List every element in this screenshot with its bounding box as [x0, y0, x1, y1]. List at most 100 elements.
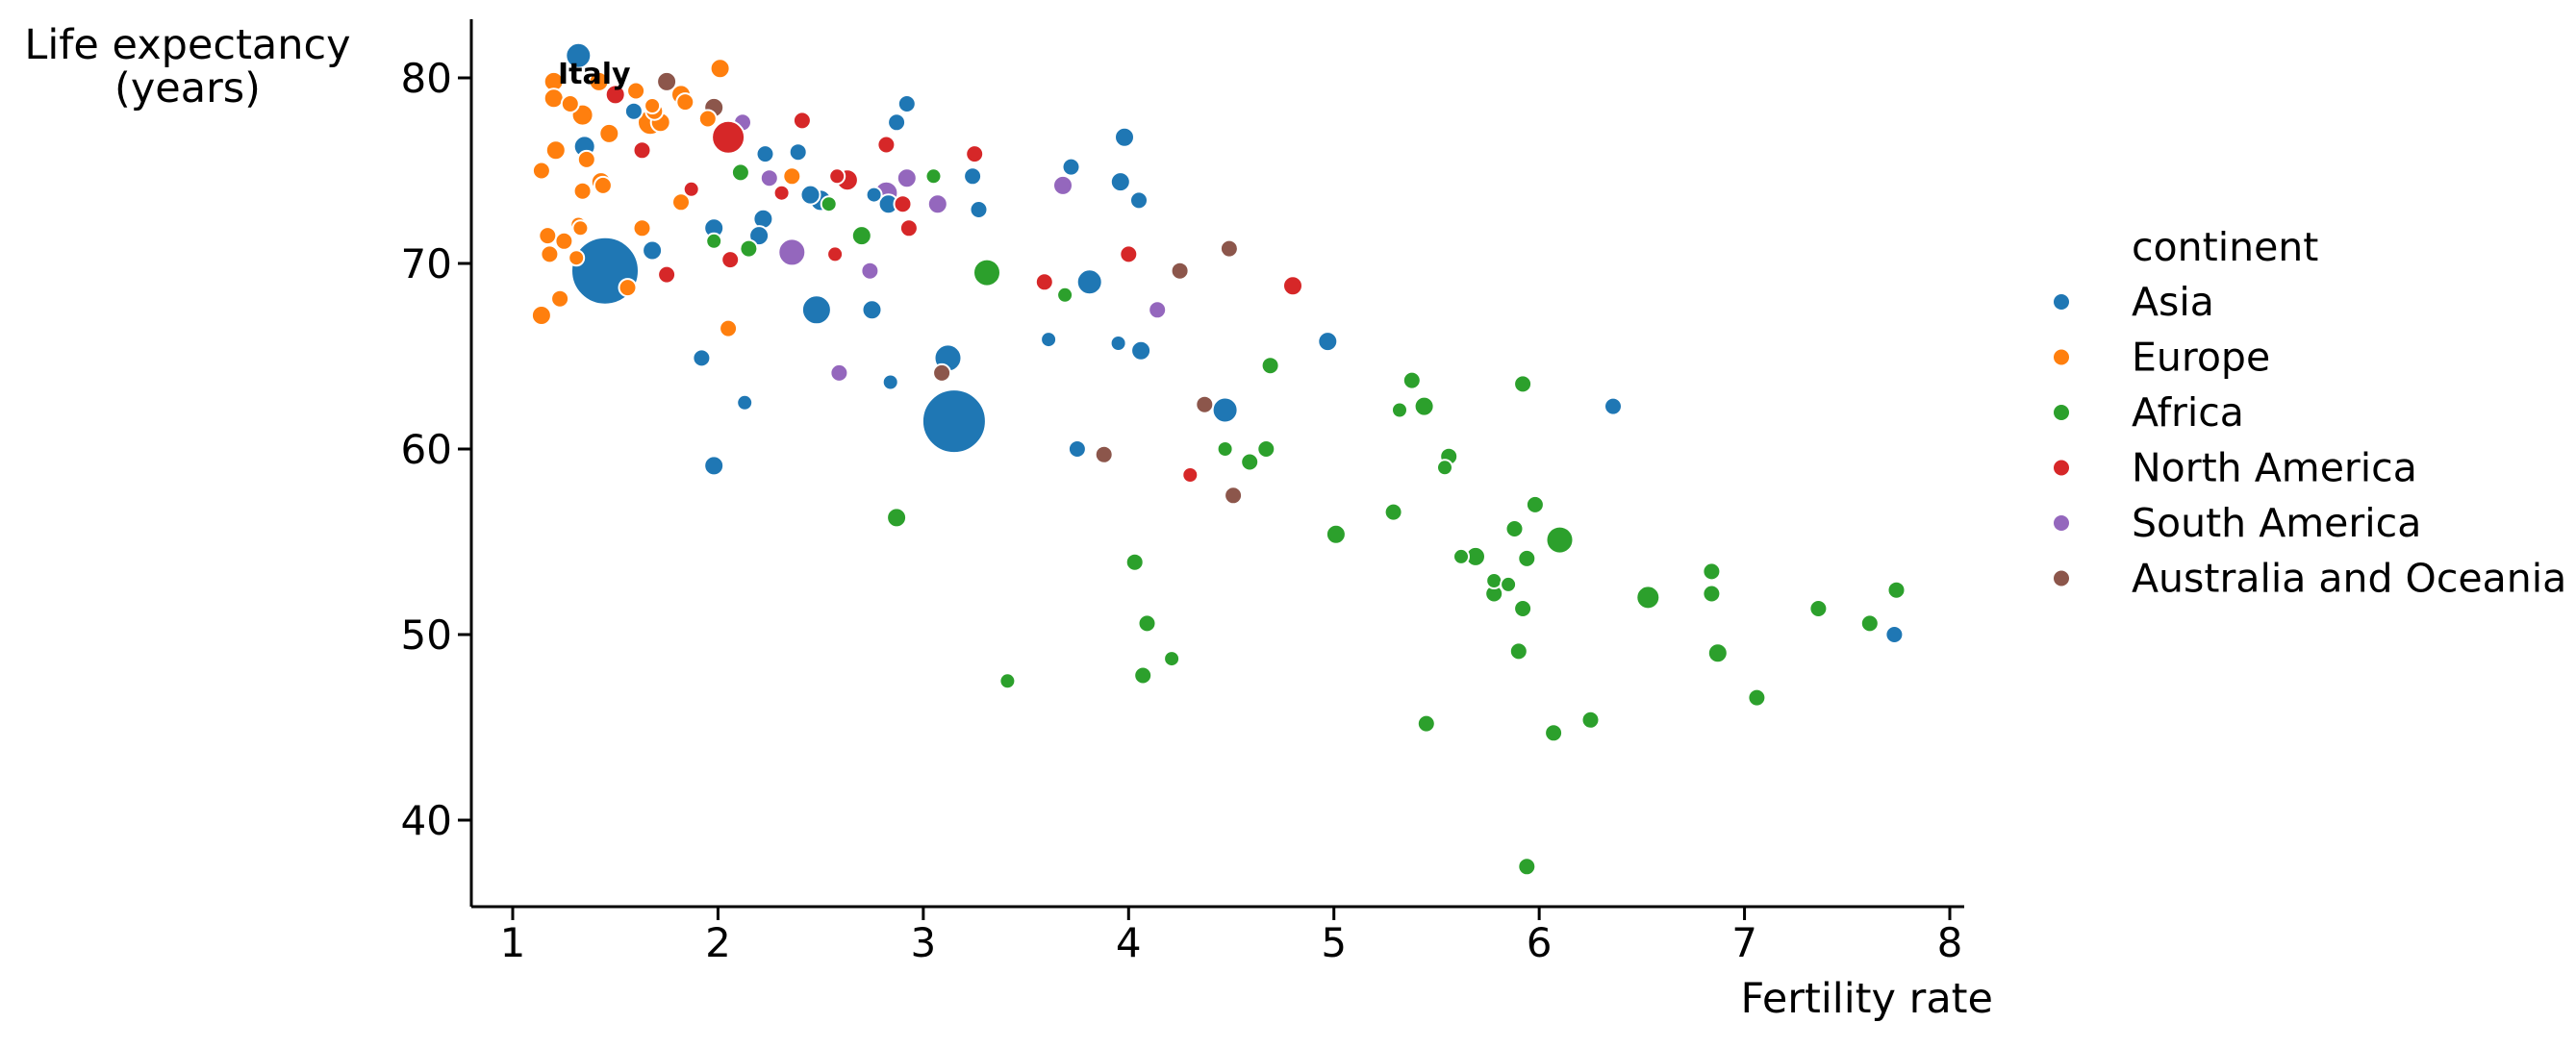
data-point-africa — [1260, 356, 1280, 376]
data-point-north-america — [657, 264, 677, 285]
data-point-africa — [1504, 519, 1525, 538]
data-point-asia — [1109, 171, 1131, 193]
y-axis-ticks: 40 50 60 70 80 — [401, 55, 471, 844]
data-point-africa — [1413, 395, 1435, 417]
data-point-north-america — [792, 111, 812, 131]
data-point-north-america — [1034, 272, 1054, 292]
data-point-asia — [1129, 190, 1149, 211]
data-point-asia — [736, 393, 754, 412]
data-point-asia — [788, 142, 808, 162]
data-point-asia — [1130, 339, 1152, 362]
data-point-africa — [1808, 599, 1829, 618]
data-point-europe — [588, 70, 610, 92]
data-point-asia — [800, 294, 832, 326]
data-point-asia — [1114, 126, 1135, 148]
data-point-africa — [1383, 502, 1403, 522]
data-point-asia — [799, 184, 821, 206]
data-point-south-america — [926, 193, 948, 215]
legend-label-asia: Asia — [2132, 279, 2214, 325]
data-point-africa — [1402, 370, 1422, 390]
data-point-europe — [543, 87, 565, 110]
data-point-asia — [623, 101, 644, 121]
x-tick-label: 4 — [1116, 919, 1142, 966]
data-point-asia — [1604, 396, 1623, 416]
legend-marker-north-america — [2054, 460, 2069, 476]
data-point-australia-and-oceania — [1195, 394, 1215, 414]
data-point-europe — [550, 288, 570, 309]
data-point-europe — [530, 305, 552, 326]
data-point-africa — [1747, 687, 1767, 708]
data-point-asia — [755, 144, 775, 164]
data-point-south-america — [1148, 300, 1168, 320]
data-point-australia-and-oceania — [656, 70, 678, 92]
data-point-asia — [703, 455, 725, 477]
data-point-australia-and-oceania — [932, 362, 952, 383]
legend-label-africa: Africa — [2132, 389, 2244, 436]
data-point-europe — [560, 94, 580, 113]
data-point-north-america — [1119, 244, 1139, 264]
data-point-asia — [881, 373, 899, 391]
data-point-south-america — [777, 237, 807, 267]
data-point-africa — [850, 225, 872, 247]
data-point-australia-and-oceania — [1224, 486, 1244, 506]
y-tick-label: 50 — [401, 611, 452, 659]
data-point-north-america — [828, 167, 846, 186]
annotation-italy: Italy — [558, 58, 631, 91]
data-point-africa — [1216, 440, 1234, 458]
data-point-australia-and-oceania — [1094, 444, 1114, 464]
data-point-africa — [1485, 572, 1503, 589]
data-point-europe — [544, 139, 567, 162]
data-point-asia — [565, 41, 593, 69]
data-point-europe — [593, 175, 613, 195]
data-point-africa — [1513, 374, 1533, 394]
data-point-europe — [719, 318, 739, 338]
data-point-asia — [1040, 331, 1058, 349]
data-point-europe — [626, 81, 646, 101]
data-point-asia — [1211, 396, 1239, 424]
data-point-africa — [1706, 642, 1729, 664]
data-point-asia — [1109, 335, 1127, 352]
data-point-europe — [576, 149, 596, 169]
y-tick-label: 40 — [401, 797, 452, 844]
data-point-asia — [1884, 625, 1905, 644]
data-point-africa — [1500, 575, 1518, 593]
data-point-north-america — [632, 140, 652, 161]
data-point-north-america — [711, 119, 746, 155]
y-tick-label: 60 — [401, 426, 452, 473]
x-axis-title: Fertility rate — [1740, 975, 1993, 1023]
data-point-africa — [1124, 552, 1145, 572]
data-point-africa — [1859, 613, 1880, 634]
legend-label-europe: Europe — [2132, 335, 2270, 381]
data-point-africa — [730, 162, 750, 183]
data-point-africa — [1513, 599, 1533, 618]
data-point-europe — [644, 97, 662, 114]
data-point-europe — [709, 58, 731, 80]
data-point-asia — [921, 388, 987, 455]
data-point-africa — [886, 507, 908, 529]
data-point-africa — [1452, 547, 1470, 565]
data-point-europe — [671, 192, 691, 212]
data-point-north-america — [604, 84, 626, 106]
data-point-australia-and-oceania — [1219, 238, 1239, 259]
data-point-north-america — [965, 144, 985, 164]
x-tick-label: 1 — [500, 919, 526, 966]
data-point-europe — [598, 122, 620, 144]
y-axis-title-line1: Life expectancy — [24, 21, 350, 69]
data-point-north-america — [1181, 466, 1200, 484]
data-point-asia — [642, 239, 664, 262]
data-point-africa — [1163, 650, 1181, 668]
y-axis-title-line2: (years) — [114, 64, 261, 112]
data-point-africa — [739, 238, 759, 259]
legend-marker-africa — [2054, 405, 2069, 420]
points-layer — [530, 41, 1907, 877]
x-tick-label: 6 — [1527, 919, 1553, 966]
data-point-europe — [618, 278, 638, 298]
data-point-europe — [572, 181, 593, 201]
data-point-africa — [998, 672, 1017, 690]
x-tick-label: 5 — [1321, 919, 1347, 966]
x-axis-ticks: 1 2 3 4 5 6 7 8 — [500, 907, 1962, 966]
data-point-north-america — [720, 250, 741, 270]
data-point-africa — [1580, 710, 1601, 730]
data-point-north-america — [876, 135, 897, 155]
